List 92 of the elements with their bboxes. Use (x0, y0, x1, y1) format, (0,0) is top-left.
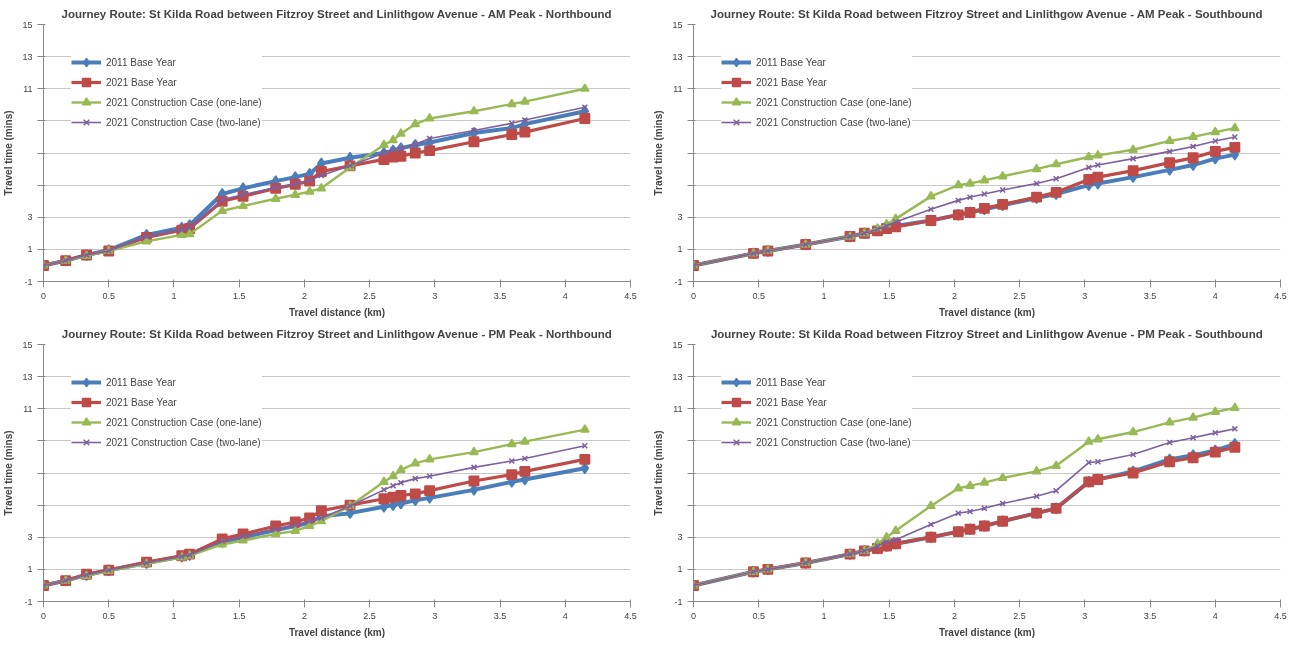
x-tick-label: 0 (41, 290, 47, 301)
y-tick-label: 11 (23, 403, 33, 414)
legend-label: 2021 Base Year (756, 395, 827, 409)
y-axis-title: Travel time (mins) (3, 110, 15, 196)
y-tick-label: -1 (24, 596, 33, 607)
y-tick-label: -1 (674, 276, 683, 287)
legend-label: 2021 Construction Case (two-lane) (756, 435, 911, 449)
legend-label: 2021 Construction Case (one-lane) (756, 415, 912, 429)
y-tick-label: 11 (673, 83, 683, 94)
x-tick-label: 2.5 (1013, 610, 1026, 621)
x-tick-label: 0 (691, 290, 697, 301)
x-tick-label: 1 (821, 290, 827, 301)
x-tick-label: 1.5 (232, 610, 246, 621)
legend-label: 2021 Construction Case (two-lane) (106, 435, 261, 449)
x-tick-label: 2.5 (363, 610, 376, 621)
x-axis-title: Travel distance (km) (288, 626, 386, 638)
y-axis-title: Travel time (mins) (653, 430, 665, 516)
y-tick-label: 3 (27, 532, 33, 543)
y-tick-label: 3 (27, 212, 33, 223)
x-tick-label: 2 (951, 610, 957, 621)
x-axis-title: Travel distance (km) (938, 626, 1036, 638)
y-tick-label: 3 (677, 212, 683, 223)
x-tick-label: 3.5 (1143, 610, 1157, 621)
y-tick-label: 15 (672, 339, 683, 350)
x-tick-label: 1.5 (882, 290, 896, 301)
x-tick-label: 1.5 (232, 290, 246, 301)
x-tick-label: 2 (301, 290, 307, 301)
y-tick-label: 13 (672, 51, 683, 62)
x-tick-label: 4 (562, 610, 568, 621)
y-tick-label: -1 (24, 276, 33, 287)
chart-title: Journey Route: St Kilda Road between Fitzroy Street and Linlithgow Avenue - AM Peak - Northbound (61, 7, 612, 20)
legend-label: 2011 Base Year (756, 375, 826, 389)
y-tick-label: 11 (23, 83, 33, 94)
chart-title: Journey Route: St Kilda Road between Fitzroy Street and Linlithgow Avenue - AM Peak - Southbound (710, 7, 1263, 20)
y-tick-label: 1 (677, 564, 683, 575)
x-tick-label: 3 (432, 610, 438, 621)
y-tick-label: 13 (22, 51, 33, 62)
y-tick-label: 13 (672, 371, 683, 382)
x-tick-label: 1 (171, 290, 177, 301)
x-tick-label: 2 (951, 290, 957, 301)
y-tick-label: 15 (672, 19, 683, 30)
x-tick-label: 4 (1212, 290, 1218, 301)
y-axis-title: Travel time (mins) (3, 430, 15, 516)
x-axis-title: Travel distance (km) (288, 306, 386, 318)
legend-label: 2021 Base Year (756, 75, 827, 89)
y-tick-label: 1 (27, 564, 33, 575)
x-tick-label: 2.5 (1013, 290, 1026, 301)
legend-label: 2021 Construction Case (one-lane) (756, 95, 912, 109)
x-tick-label: 0.5 (102, 610, 115, 621)
legend-label: 2021 Construction Case (two-lane) (756, 115, 911, 129)
x-tick-label: 1.5 (882, 610, 896, 621)
chart-title: Journey Route: St Kilda Road between Fitzroy Street and Linlithgow Avenue - PM Peak - Southbound (710, 327, 1263, 340)
x-tick-label: 0 (41, 610, 47, 621)
y-tick-label: 15 (22, 339, 33, 350)
x-tick-label: 1 (821, 610, 827, 621)
y-tick-label: 15 (22, 19, 33, 30)
legend-label: 2021 Base Year (106, 395, 177, 409)
x-tick-label: 4.5 (1274, 610, 1287, 621)
x-tick-label: 4.5 (1274, 290, 1287, 301)
legend-label: 2021 Base Year (106, 75, 177, 89)
legend-label: 2011 Base Year (106, 375, 176, 389)
x-tick-label: 4.5 (624, 290, 637, 301)
x-axis-title: Travel distance (km) (938, 306, 1036, 318)
x-tick-label: 0 (691, 610, 697, 621)
x-tick-label: 1 (171, 610, 177, 621)
x-tick-label: 3.5 (493, 290, 507, 301)
x-tick-label: 3.5 (1143, 290, 1157, 301)
y-tick-label: 1 (27, 244, 33, 255)
legend-label: 2021 Construction Case (one-lane) (106, 415, 262, 429)
y-tick-label: -1 (674, 596, 683, 607)
y-tick-label: 13 (22, 371, 33, 382)
chart-title: Journey Route: St Kilda Road between Fitzroy Street and Linlithgow Avenue - PM Peak - Northbound (61, 327, 612, 340)
x-tick-label: 2.5 (363, 290, 376, 301)
x-tick-label: 4.5 (624, 610, 637, 621)
y-tick-label: 1 (677, 244, 683, 255)
legend-label: 2011 Base Year (756, 55, 826, 69)
legend-label: 2021 Construction Case (two-lane) (106, 115, 261, 129)
x-tick-label: 0.5 (752, 290, 765, 301)
y-tick-label: 11 (673, 403, 683, 414)
legend-label: 2021 Construction Case (one-lane) (106, 95, 262, 109)
x-tick-label: 3 (1082, 610, 1088, 621)
x-tick-label: 3.5 (493, 610, 507, 621)
x-tick-label: 3 (432, 290, 438, 301)
x-tick-label: 4 (1212, 610, 1218, 621)
x-tick-label: 3 (1082, 290, 1088, 301)
legend-label: 2011 Base Year (106, 55, 176, 69)
x-tick-label: 2 (301, 610, 307, 621)
x-tick-label: 4 (562, 290, 568, 301)
x-tick-label: 0.5 (752, 610, 765, 621)
y-axis-title: Travel time (mins) (653, 110, 665, 196)
x-tick-label: 0.5 (102, 290, 115, 301)
y-tick-label: 3 (677, 532, 683, 543)
